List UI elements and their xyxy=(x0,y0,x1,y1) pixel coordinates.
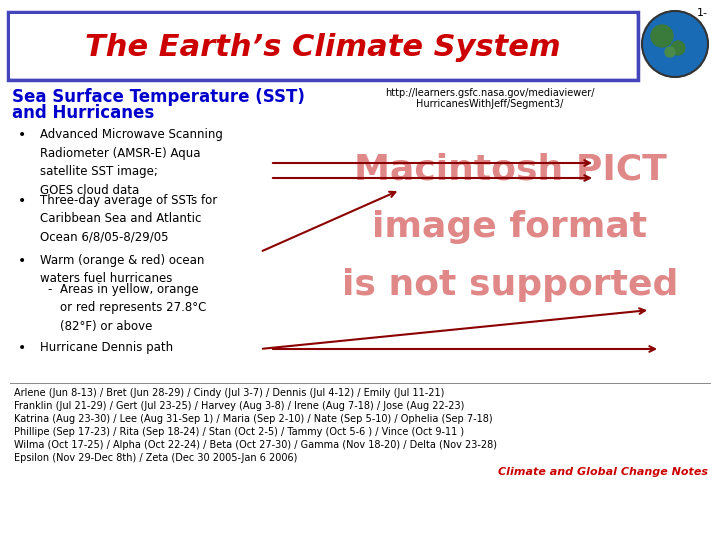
FancyBboxPatch shape xyxy=(10,14,636,78)
Text: •: • xyxy=(18,341,26,355)
Text: Epsilon (Nov 29-Dec 8th) / Zeta (Dec 30 2005-Jan 6 2006): Epsilon (Nov 29-Dec 8th) / Zeta (Dec 30 … xyxy=(14,453,297,463)
Text: and Hurricanes: and Hurricanes xyxy=(12,104,154,122)
FancyBboxPatch shape xyxy=(8,12,638,80)
Text: Climate and Global Change Notes: Climate and Global Change Notes xyxy=(498,467,708,477)
Circle shape xyxy=(671,41,685,55)
Circle shape xyxy=(651,25,673,47)
Text: Arlene (Jun 8-13) / Bret (Jun 28-29) / Cindy (Jul 3-7) / Dennis (Jul 4-12) / Emi: Arlene (Jun 8-13) / Bret (Jun 28-29) / C… xyxy=(14,388,444,398)
Text: •: • xyxy=(18,194,26,208)
Circle shape xyxy=(642,11,708,77)
Text: •: • xyxy=(18,128,26,142)
Text: Sea Surface Temperature (SST): Sea Surface Temperature (SST) xyxy=(12,88,305,106)
Text: Areas in yellow, orange
or red represents 27.8°C
(82°F) or above: Areas in yellow, orange or red represent… xyxy=(60,283,207,333)
Text: Hurricane Dennis path: Hurricane Dennis path xyxy=(40,341,173,354)
Text: HurricanesWithJeff/Segment3/: HurricanesWithJeff/Segment3/ xyxy=(416,99,564,109)
Text: Phillipe (Sep 17-23) / Rita (Sep 18-24) / Stan (Oct 2-5) / Tammy (Oct 5-6 ) / Vi: Phillipe (Sep 17-23) / Rita (Sep 18-24) … xyxy=(14,427,464,437)
Text: Wilma (Oct 17-25) / Alpha (Oct 22-24) / Beta (Oct 27-30) / Gamma (Nov 18-20) / D: Wilma (Oct 17-25) / Alpha (Oct 22-24) / … xyxy=(14,440,497,450)
Circle shape xyxy=(665,47,675,57)
Text: -: - xyxy=(48,283,52,296)
Text: Three-day average of SSTs for
Caribbean Sea and Atlantic
Ocean 6/8/05-8/29/05: Three-day average of SSTs for Caribbean … xyxy=(40,194,217,244)
Text: http://learners.gsfc.nasa.gov/mediaviewer/: http://learners.gsfc.nasa.gov/mediaviewe… xyxy=(385,88,595,98)
Text: Katrina (Aug 23-30) / Lee (Aug 31-Sep 1) / Maria (Sep 2-10) / Nate (Sep 5-10) / : Katrina (Aug 23-30) / Lee (Aug 31-Sep 1)… xyxy=(14,414,492,424)
Text: 1-: 1- xyxy=(697,8,708,18)
Text: •: • xyxy=(18,254,26,268)
Text: Warm (orange & red) ocean
waters fuel hurricanes: Warm (orange & red) ocean waters fuel hu… xyxy=(40,254,204,286)
Text: Macintosh PICT: Macintosh PICT xyxy=(354,153,667,187)
Text: image format: image format xyxy=(372,210,647,244)
Text: is not supported: is not supported xyxy=(342,268,678,302)
Text: Advanced Microwave Scanning
Radiometer (AMSR-E) Aqua
satellite SST image;
GOES c: Advanced Microwave Scanning Radiometer (… xyxy=(40,128,223,197)
Text: Franklin (Jul 21-29) / Gert (Jul 23-25) / Harvey (Aug 3-8) / Irene (Aug 7-18) / : Franklin (Jul 21-29) / Gert (Jul 23-25) … xyxy=(14,401,464,411)
Text: The Earth’s Climate System: The Earth’s Climate System xyxy=(85,32,561,62)
